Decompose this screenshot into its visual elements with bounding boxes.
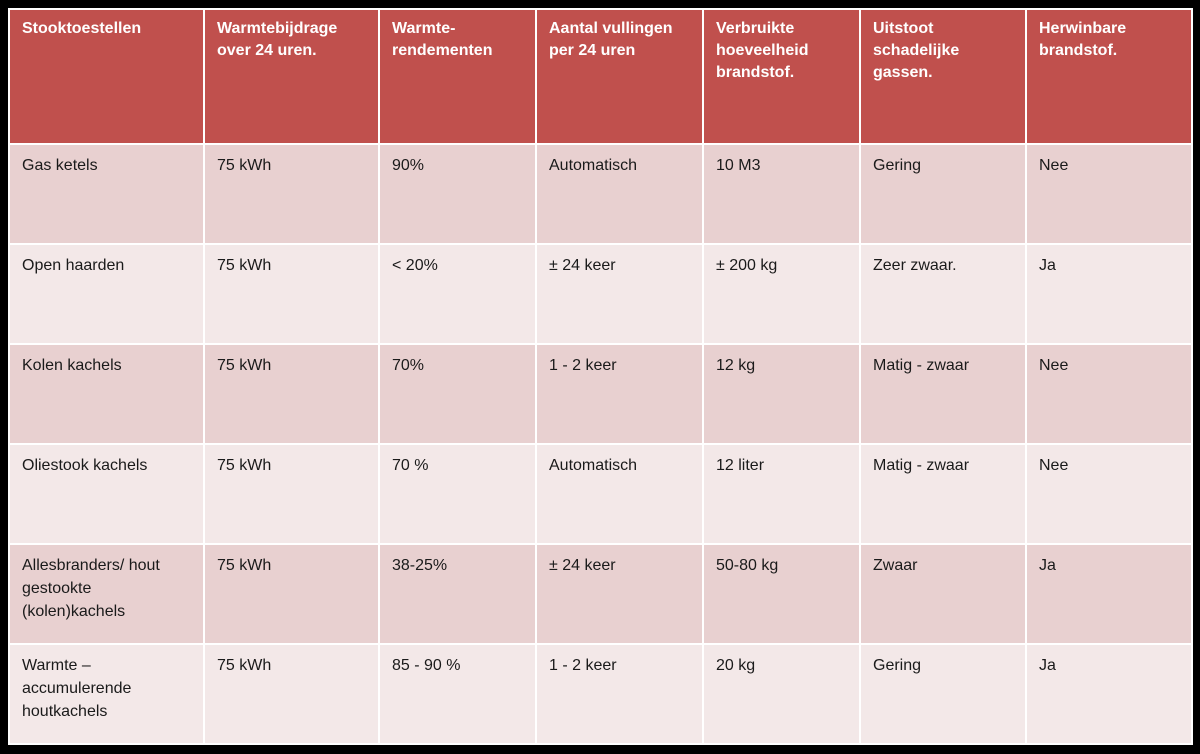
table-cell: 20 kg bbox=[702, 643, 861, 745]
table-row: Warmte – accumulerende houtkachels 75 kW… bbox=[8, 643, 1193, 745]
table-row: Open haarden 75 kWh < 20% ± 24 keer ± 20… bbox=[8, 243, 1193, 345]
table-cell: 70 % bbox=[378, 443, 537, 545]
table-cell: 75 kWh bbox=[203, 443, 380, 545]
table-cell: Allesbranders/ hout gestookte (kolen)kac… bbox=[8, 543, 205, 645]
table-cell: ± 24 keer bbox=[535, 543, 704, 645]
header-cell: Uitstoot schadelijke gassen. bbox=[859, 8, 1027, 145]
header-row: Stooktoestellen Warmtebijdrage over 24 u… bbox=[8, 8, 1193, 145]
header-cell: Herwinbare brandstof. bbox=[1025, 8, 1193, 145]
table-cell: Gas ketels bbox=[8, 143, 205, 245]
table-cell: 85 - 90 % bbox=[378, 643, 537, 745]
table-cell: 75 kWh bbox=[203, 643, 380, 745]
table-cell: Nee bbox=[1025, 143, 1193, 245]
table-cell: 38-25% bbox=[378, 543, 537, 645]
table-cell: Gering bbox=[859, 643, 1027, 745]
table-cell: Matig - zwaar bbox=[859, 343, 1027, 445]
table-cell: 75 kWh bbox=[203, 343, 380, 445]
table-cell: ± 24 keer bbox=[535, 243, 704, 345]
table-cell: 10 M3 bbox=[702, 143, 861, 245]
table-cell: Automatisch bbox=[535, 143, 704, 245]
table-cell: 1 - 2 keer bbox=[535, 343, 704, 445]
table-cell: Open haarden bbox=[8, 243, 205, 345]
table-cell: Ja bbox=[1025, 543, 1193, 645]
table-cell: < 20% bbox=[378, 243, 537, 345]
header-cell: Warmtebijdrage over 24 uren. bbox=[203, 8, 380, 145]
table-row: Oliestook kachels 75 kWh 70 % Automatisc… bbox=[8, 443, 1193, 545]
table-cell: 50-80 kg bbox=[702, 543, 861, 645]
table-cell: Zwaar bbox=[859, 543, 1027, 645]
table-cell: 12 kg bbox=[702, 343, 861, 445]
table-cell: Automatisch bbox=[535, 443, 704, 545]
header-cell: Stooktoestellen bbox=[8, 8, 205, 145]
table-cell: 75 kWh bbox=[203, 143, 380, 245]
table-row: Gas ketels 75 kWh 90% Automatisch 10 M3 … bbox=[8, 143, 1193, 245]
table-cell: Ja bbox=[1025, 643, 1193, 745]
header-cell: Warmte- rendementen bbox=[378, 8, 537, 145]
header-cell: Verbruikte hoeveelheid brandstof. bbox=[702, 8, 861, 145]
table-cell: Zeer zwaar. bbox=[859, 243, 1027, 345]
table-cell: Matig - zwaar bbox=[859, 443, 1027, 545]
table-row: Kolen kachels 75 kWh 70% 1 - 2 keer 12 k… bbox=[8, 343, 1193, 445]
table-cell: Nee bbox=[1025, 343, 1193, 445]
table-cell: 12 liter bbox=[702, 443, 861, 545]
table-cell: Kolen kachels bbox=[8, 343, 205, 445]
table-cell: ± 200 kg bbox=[702, 243, 861, 345]
table-cell: Ja bbox=[1025, 243, 1193, 345]
table-cell: 75 kWh bbox=[203, 543, 380, 645]
header-cell: Aantal vullingen per 24 uren bbox=[535, 8, 704, 145]
table-cell: Oliestook kachels bbox=[8, 443, 205, 545]
table-cell: Nee bbox=[1025, 443, 1193, 545]
table-cell: 70% bbox=[378, 343, 537, 445]
table-cell: Warmte – accumulerende houtkachels bbox=[8, 643, 205, 745]
table-row: Allesbranders/ hout gestookte (kolen)kac… bbox=[8, 543, 1193, 645]
data-table: Stooktoestellen Warmtebijdrage over 24 u… bbox=[8, 8, 1193, 745]
heating-comparison-table: Stooktoestellen Warmtebijdrage over 24 u… bbox=[8, 8, 1193, 745]
table-cell: 1 - 2 keer bbox=[535, 643, 704, 745]
table-cell: 90% bbox=[378, 143, 537, 245]
table-cell: Gering bbox=[859, 143, 1027, 245]
table-cell: 75 kWh bbox=[203, 243, 380, 345]
